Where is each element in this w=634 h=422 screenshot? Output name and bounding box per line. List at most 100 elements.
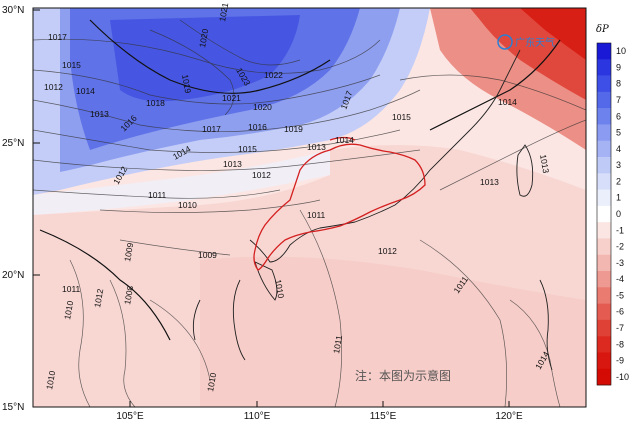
- contour-label: 1013: [223, 159, 242, 169]
- contour-label: 1021: [217, 2, 230, 23]
- contour-label: 1019: [180, 74, 193, 95]
- logo-icon: [497, 34, 513, 50]
- contour-label: 1010: [44, 370, 57, 391]
- colorbar-swatch: [597, 124, 611, 142]
- lat-label-15: 15°N: [2, 402, 24, 413]
- contour-label: 1017: [48, 32, 67, 42]
- contour-label: 1014: [498, 97, 517, 107]
- colorbar-swatch: [597, 43, 611, 60]
- lat-label-30: 30°N: [2, 5, 24, 16]
- colorbar-tick-label: 3: [616, 160, 621, 170]
- contour-label: 1009: [122, 242, 135, 263]
- contour-label: 1013: [538, 154, 551, 175]
- colorbar-tick-label: -1: [616, 225, 624, 235]
- colorbar-title: δP: [596, 24, 609, 35]
- contour-label: 1011: [148, 190, 167, 200]
- contour-label: 1018: [146, 98, 165, 108]
- contour-label: 1011: [307, 210, 326, 220]
- contour-label: 1012: [92, 288, 105, 309]
- colorbar-tick-label: -2: [616, 242, 624, 252]
- contour-label: 1009: [198, 250, 217, 260]
- map-area: [33, 8, 586, 407]
- colorbar-swatch: [597, 352, 611, 370]
- lat-label-25: 25°N: [2, 138, 24, 149]
- colorbar-tick-label: 10: [616, 46, 626, 56]
- logo-text: 广东天气: [515, 36, 555, 49]
- contour-label: 1011: [331, 334, 344, 354]
- colorbar-outline: [596, 42, 612, 386]
- contour-label: 1014: [76, 86, 95, 96]
- colorbar-swatch: [597, 368, 611, 386]
- colorbar-swatch: [597, 287, 611, 304]
- colorbar-boxes: [596, 42, 612, 386]
- bold-isobars: [39, 19, 561, 341]
- map-frame: [32, 7, 587, 408]
- contour-label: 1016: [248, 122, 267, 132]
- axis-ticks: [33, 9, 510, 407]
- contour-label: 1021: [222, 93, 241, 103]
- contour-label: 1012: [252, 170, 271, 180]
- colorbar-swatch: [597, 222, 611, 239]
- colorbar-swatch: [597, 254, 611, 272]
- contour-label: 1008: [122, 285, 135, 306]
- colorbar-tick-label: -9: [616, 356, 624, 366]
- colorbar-tick-label: -10: [616, 372, 629, 382]
- contour-label: 1020: [197, 28, 210, 49]
- contour-label: 1015: [392, 112, 411, 122]
- colorbar-tick-label: 0: [616, 209, 621, 219]
- contour-label: 1015: [62, 60, 81, 70]
- colorbar-swatch: [597, 59, 611, 76]
- lon-label-105: 105°E: [116, 411, 144, 422]
- contour-label: 1020: [253, 102, 272, 112]
- colorbar-tick-label: 2: [616, 176, 621, 186]
- colorbar-tick-label: -3: [616, 258, 624, 268]
- colorbar-tick-label: 8: [616, 79, 621, 89]
- contour-label: 1010: [273, 279, 286, 300]
- lat-label-20: 20°N: [2, 270, 24, 281]
- colorbar-tick-label: 4: [616, 144, 621, 154]
- colorbar-swatch: [597, 75, 611, 93]
- contour-label: 1011: [62, 284, 81, 294]
- lon-label-120: 120°E: [495, 411, 523, 422]
- lon-label-115: 115°E: [370, 411, 397, 422]
- contour-label: 1010: [62, 300, 75, 321]
- colorbar-tick-label: 5: [616, 128, 621, 138]
- colorbar-tick-label: -7: [616, 323, 624, 333]
- contour-label: 1013: [90, 109, 109, 119]
- contour-label: 1013: [480, 177, 499, 187]
- contour-label: 1019: [284, 124, 303, 134]
- colorbar-tick-label: -6: [616, 307, 624, 317]
- colorbar-tick-label: 9: [616, 62, 621, 72]
- colorbar-swatch: [597, 173, 611, 190]
- contour-label: 1010: [178, 200, 197, 210]
- contour-label: 1014: [335, 135, 354, 145]
- colorbar-swatch: [597, 238, 611, 256]
- colorbar-swatch: [597, 140, 611, 158]
- colorbar-tick-label: 7: [616, 95, 621, 105]
- colorbar-swatch: [597, 319, 611, 337]
- colorbar-swatch: [597, 205, 611, 223]
- weather-logo: 广东天气: [497, 34, 555, 50]
- contour-label: 1017: [202, 124, 221, 134]
- colorbar-tick-label: -8: [616, 339, 624, 349]
- colorbar-tick-label: 1: [616, 193, 621, 203]
- contour-label: 1010: [205, 372, 218, 393]
- colorbar-swatch: [597, 303, 611, 321]
- contour-label: 1012: [378, 246, 397, 256]
- contour-label: 1015: [238, 144, 257, 154]
- isobar-lines: [33, 19, 586, 407]
- colorbar-swatch: [597, 108, 611, 125]
- contour-label: 1013: [307, 142, 326, 152]
- colorbar-swatch: [597, 157, 611, 174]
- colorbar-swatch: [597, 336, 611, 353]
- colorbar-swatch: [597, 91, 611, 109]
- province-border: [253, 136, 426, 271]
- contour-label: 1012: [44, 82, 63, 92]
- colorbar-tick-label: 6: [616, 111, 621, 121]
- contour-label: 1022: [264, 70, 283, 80]
- colorbar-swatch: [597, 271, 611, 288]
- colorbar-tick-label: -4: [616, 274, 624, 284]
